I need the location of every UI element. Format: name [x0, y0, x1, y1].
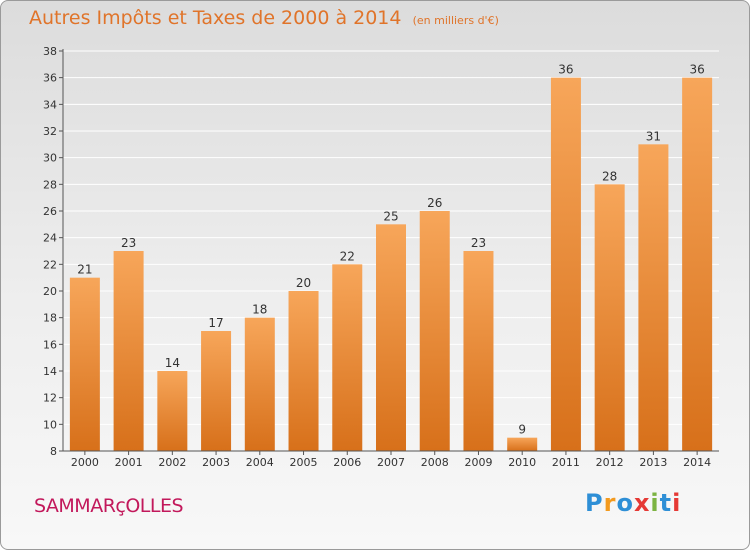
- bar-2014: [682, 77, 713, 452]
- x-tick-label-2006: 2006: [333, 456, 361, 469]
- bar-2007: [376, 224, 406, 451]
- y-tick-label: 22: [43, 258, 57, 271]
- y-tick-label: 32: [43, 125, 57, 138]
- chart-title-unit: (en milliers d'€): [412, 14, 499, 27]
- value-label-2011: 36: [558, 63, 573, 77]
- x-tick-label-2010: 2010: [508, 456, 536, 469]
- value-label-2009: 23: [471, 236, 486, 250]
- bar-2006: [332, 264, 363, 451]
- logo-letter: t: [659, 489, 673, 517]
- x-tick-label-2005: 2005: [290, 456, 318, 469]
- y-tick-label: 36: [43, 72, 57, 85]
- x-tick-label-2012: 2012: [596, 456, 624, 469]
- x-tick-label-2008: 2008: [421, 456, 449, 469]
- value-label-2012: 28: [602, 169, 617, 183]
- bar-2002: [157, 371, 188, 451]
- logo-letter: i: [650, 489, 660, 517]
- value-label-2000: 21: [77, 263, 92, 277]
- y-tick-label: 24: [43, 232, 57, 245]
- value-label-2010: 9: [518, 423, 526, 437]
- bar-2008: [419, 211, 450, 451]
- value-label-2008: 26: [427, 196, 442, 210]
- x-tick-label-2001: 2001: [115, 456, 143, 469]
- bar-2010: [507, 437, 538, 451]
- y-tick-label: 8: [50, 445, 57, 458]
- x-tick-label-2003: 2003: [202, 456, 230, 469]
- value-label-2002: 14: [165, 356, 180, 370]
- value-label-2007: 25: [383, 209, 398, 223]
- y-tick-label: 10: [43, 418, 57, 431]
- chart-title-main: Autres Impôts et Taxes de 2000 à 2014: [29, 7, 402, 29]
- y-tick-label: 26: [43, 205, 57, 218]
- logo-letter: P: [585, 489, 604, 517]
- bar-2003: [201, 331, 232, 451]
- x-tick-label-2002: 2002: [158, 456, 186, 469]
- bar-2005: [288, 291, 319, 451]
- logo-letter: o: [616, 489, 634, 517]
- value-label-2005: 20: [296, 276, 311, 290]
- y-tick-label: 38: [43, 45, 57, 58]
- y-tick-label: 18: [43, 312, 57, 325]
- value-label-2003: 17: [208, 316, 223, 330]
- chart-title: Autres Impôts et Taxes de 2000 à 2014 (e…: [29, 7, 499, 29]
- x-tick-label-2013: 2013: [639, 456, 667, 469]
- value-label-2001: 23: [121, 236, 136, 250]
- logo-letter: i: [672, 489, 682, 517]
- logo-letter: x: [633, 489, 651, 517]
- x-tick-label-2011: 2011: [552, 456, 580, 469]
- value-label-2014: 36: [689, 63, 704, 77]
- y-tick-label: 28: [43, 178, 57, 191]
- x-tick-label-2000: 2000: [71, 456, 99, 469]
- logo-letter: r: [603, 489, 617, 517]
- commune-name: SAMMARçOLLES: [34, 495, 184, 517]
- y-tick-label: 12: [43, 392, 57, 405]
- x-tick-label-2014: 2014: [683, 456, 711, 469]
- proxiti-logo: Proxiti: [585, 489, 681, 517]
- y-tick-label: 20: [43, 285, 57, 298]
- bar-2000: [69, 277, 100, 451]
- y-tick-label: 30: [43, 152, 57, 165]
- bar-2004: [244, 317, 275, 451]
- bar-2013: [638, 144, 669, 452]
- y-tick-label: 34: [43, 98, 57, 111]
- x-tick-label-2007: 2007: [377, 456, 405, 469]
- y-tick-label: 16: [43, 338, 57, 351]
- bar-2001: [113, 251, 144, 451]
- x-tick-label-2004: 2004: [246, 456, 274, 469]
- value-label-2006: 22: [340, 249, 355, 263]
- bar-2009: [463, 251, 494, 451]
- value-label-2013: 31: [646, 129, 661, 143]
- bar-2011: [550, 77, 581, 452]
- x-tick-label-2009: 2009: [464, 456, 492, 469]
- y-tick-label: 14: [43, 365, 57, 378]
- bar-2012: [594, 184, 625, 452]
- value-label-2004: 18: [252, 303, 267, 317]
